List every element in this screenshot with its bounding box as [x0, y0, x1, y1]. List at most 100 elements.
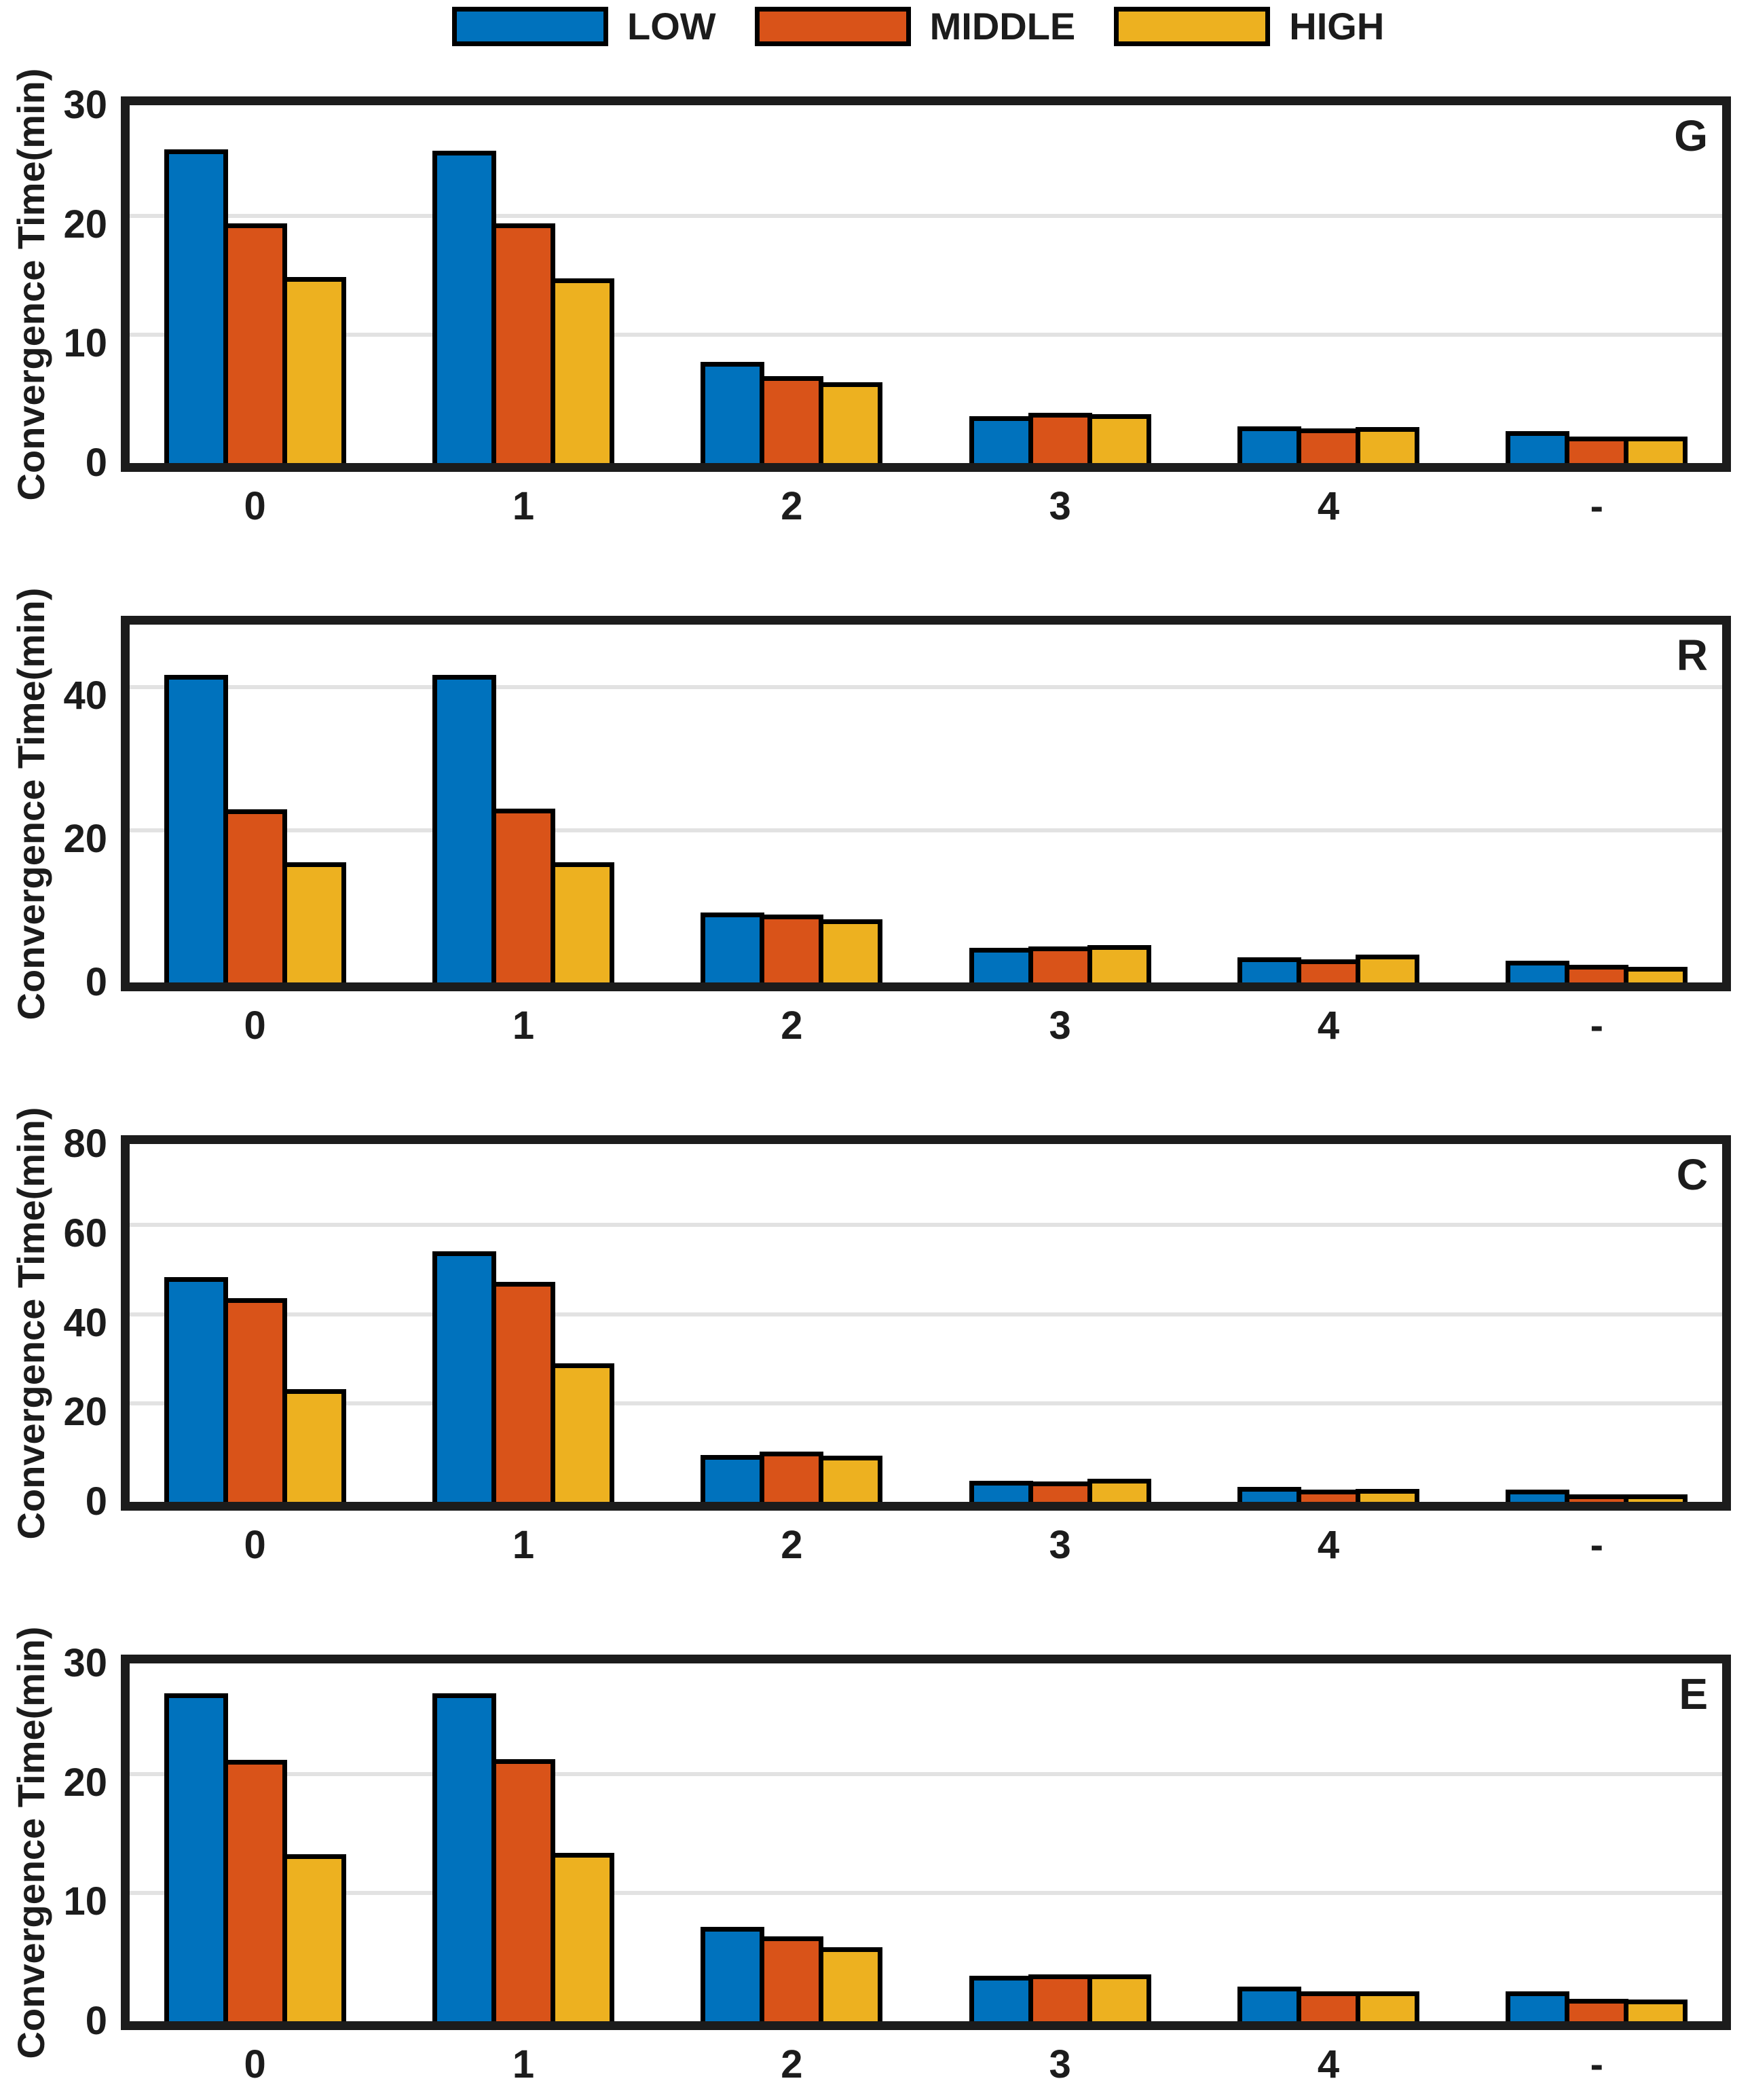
bar-high-cat0 [282, 277, 346, 463]
x-tick-label-0: 0 [244, 2042, 266, 2086]
bar-middle-cat- [1565, 437, 1629, 463]
bar-low-cat1 [432, 151, 496, 463]
panel-letter-c: C [1676, 1150, 1708, 1199]
bar-low-cat- [1506, 431, 1570, 463]
bar-high-cat4 [1356, 955, 1419, 982]
bar-middle-cat0 [223, 223, 287, 463]
bar-middle-cat3 [1028, 413, 1092, 463]
x-tick-label-4: 4 [1317, 1003, 1340, 1048]
y-tick-label-0: 0 [85, 1479, 107, 1524]
bar-high-cat2 [819, 1947, 883, 2021]
bar-middle-cat2 [760, 1936, 824, 2021]
bar-high-cat2 [819, 382, 883, 463]
x-tick-label-0: 0 [244, 484, 266, 528]
x-tick-label-0: 0 [244, 1003, 266, 1048]
bar-group-1 [432, 1251, 614, 1502]
y-tick-label-60: 60 [63, 1211, 107, 1255]
bar-low-cat0 [164, 1693, 228, 2021]
bar-group-4 [1237, 1987, 1419, 2021]
y-tick-label-10: 10 [63, 321, 107, 366]
bar-group-- [1506, 961, 1688, 982]
x-tick-label-0: 0 [244, 1523, 266, 1567]
x-tick-label-3: 3 [1049, 484, 1071, 528]
bar-group-2 [701, 913, 883, 982]
bar-high-cat0 [282, 1854, 346, 2021]
x-tick-label--: - [1590, 1523, 1603, 1567]
x-tick-label-2: 2 [781, 1523, 803, 1567]
bar-middle-cat0 [223, 809, 287, 982]
y-axis-label: Convergence Time(min) [10, 1626, 52, 2059]
bar-low-cat- [1506, 961, 1570, 982]
bar-low-cat4 [1237, 426, 1301, 463]
bar-middle-cat3 [1028, 946, 1092, 982]
bar-high-cat4 [1356, 1489, 1419, 1502]
x-tick-label-4: 4 [1317, 2042, 1340, 2086]
plot-area-r [121, 616, 1731, 991]
bar-high-cat1 [551, 278, 614, 463]
y-tick-label-10: 10 [63, 1879, 107, 1924]
bar-high-cat1 [551, 1853, 614, 2021]
bar-middle-cat4 [1297, 428, 1360, 463]
bar-low-cat2 [701, 1927, 765, 2021]
bar-group-2 [701, 1927, 883, 2021]
x-tick-label-3: 3 [1049, 2042, 1071, 2086]
bar-low-cat2 [701, 1455, 765, 1502]
bar-low-cat0 [164, 675, 228, 982]
gridline-y10 [130, 333, 1722, 337]
bar-middle-cat- [1565, 1494, 1629, 1502]
panel-letter-r: R [1676, 631, 1708, 680]
bar-high-cat4 [1356, 427, 1419, 463]
bar-group-4 [1237, 955, 1419, 982]
bar-high-cat- [1624, 437, 1688, 463]
x-tick-label-1: 1 [512, 1523, 535, 1567]
y-tick-label-20: 20 [63, 1760, 107, 1805]
legend-swatch-high-icon [1114, 7, 1271, 46]
panel-letter-e: E [1679, 1670, 1708, 1718]
y-tick-label-20: 20 [63, 817, 107, 862]
bar-middle-cat3 [1028, 1974, 1092, 2021]
bar-low-cat0 [164, 149, 228, 463]
bar-high-cat- [1624, 2000, 1688, 2021]
bar-middle-cat2 [760, 1452, 824, 1502]
y-tick-label-30: 30 [63, 83, 107, 127]
bar-high-cat1 [551, 1363, 614, 1502]
y-tick-label-0: 0 [85, 441, 107, 485]
gridline-y20 [130, 828, 1722, 833]
plot-area-c [121, 1135, 1731, 1511]
y-tick-label-30: 30 [63, 1641, 107, 1685]
bar-high-cat0 [282, 862, 346, 982]
bar-group-1 [432, 151, 614, 463]
bar-low-cat4 [1237, 957, 1301, 982]
plot-area-e [121, 1655, 1731, 2030]
y-tick-label-20: 20 [63, 202, 107, 246]
chart-panel-g: Convergence Time(min) G 0 10 20 30 0 1 2 3 4 - [10, 68, 1731, 526]
bar-group-- [1506, 1991, 1688, 2021]
legend-label-low: LOW [627, 5, 716, 48]
bar-high-cat0 [282, 1389, 346, 1502]
bar-low-cat4 [1237, 1987, 1301, 2021]
bar-middle-cat4 [1297, 1991, 1360, 2021]
y-tick-label-0: 0 [85, 1999, 107, 2043]
bar-low-cat1 [432, 1693, 496, 2021]
y-tick-label-40: 40 [63, 1300, 107, 1345]
x-tick-label-4: 4 [1317, 484, 1340, 528]
x-tick-label--: - [1590, 1003, 1603, 1048]
bar-middle-cat2 [760, 915, 824, 982]
gridline-y20 [130, 213, 1722, 218]
bar-group-1 [432, 1693, 614, 2021]
bar-group-4 [1237, 1487, 1419, 1502]
bar-group-3 [969, 413, 1151, 463]
bar-group-3 [969, 1479, 1151, 1502]
bar-low-cat0 [164, 1277, 228, 1502]
bar-low-cat2 [701, 913, 765, 982]
legend-label-middle: MIDDLE [929, 5, 1076, 48]
y-axis-label: Convergence Time(min) [10, 587, 52, 1020]
bar-middle-cat- [1565, 1999, 1629, 2021]
x-tick-label-2: 2 [781, 2042, 803, 2086]
bar-high-cat2 [819, 919, 883, 982]
x-tick-label-1: 1 [512, 484, 535, 528]
bar-group-0 [164, 1693, 346, 2021]
gridline-y40 [130, 685, 1722, 690]
bar-middle-cat- [1565, 965, 1629, 982]
